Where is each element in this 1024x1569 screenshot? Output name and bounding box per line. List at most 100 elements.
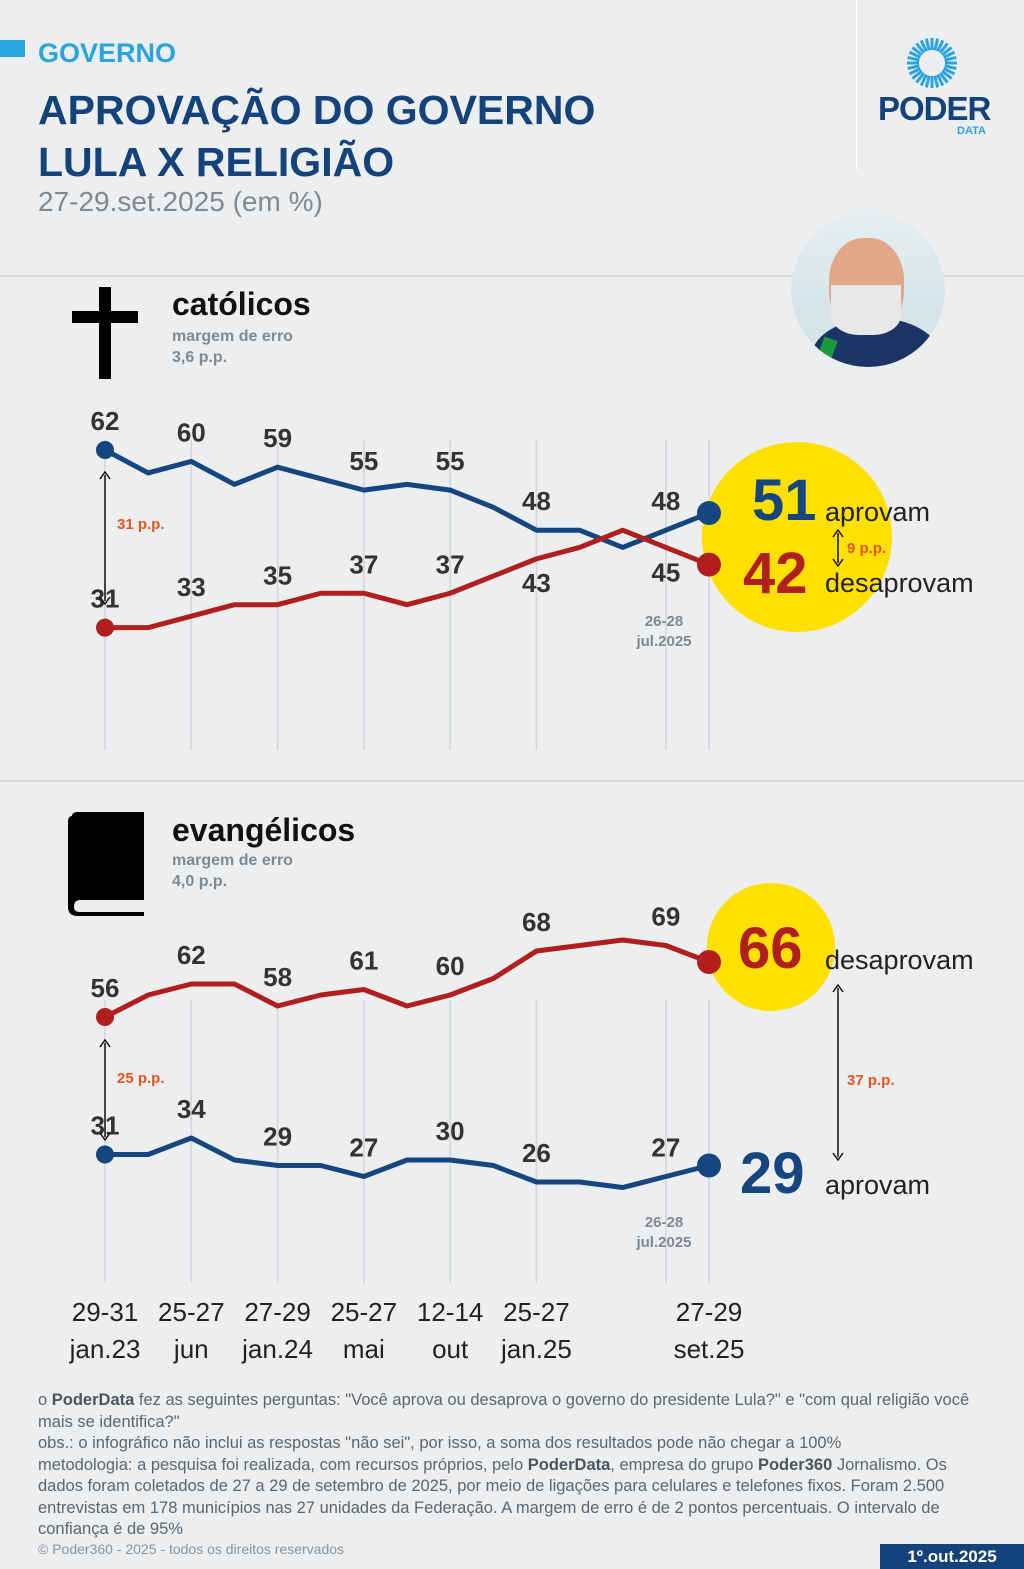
data-label: 59 bbox=[263, 423, 292, 453]
text: metodologia: a pesquisa foi realizada, c… bbox=[38, 1455, 528, 1474]
logo-ray bbox=[936, 39, 945, 52]
logo-ray bbox=[943, 50, 956, 59]
x-tick-label: 27-29 jan.24 bbox=[218, 1294, 338, 1368]
logo-ray bbox=[907, 64, 920, 71]
moe-value: 4,0 p.p. bbox=[172, 873, 228, 890]
brand: PoderData bbox=[51, 1391, 135, 1409]
x-tick-line: jun bbox=[173, 1334, 209, 1364]
methodology-note: metodologia: a pesquisa foi realizada, c… bbox=[38, 1455, 988, 1541]
x-tick-label: 25-27 jun bbox=[131, 1294, 251, 1368]
logo-ray bbox=[908, 50, 921, 59]
series-line-desaprovam bbox=[103, 937, 710, 1020]
logo-ray bbox=[924, 38, 931, 51]
data-label: 48 bbox=[522, 486, 551, 516]
data-label: 27 bbox=[651, 1133, 680, 1163]
copyright: © Poder360 - 2025 - todos os direitos re… bbox=[38, 1541, 345, 1557]
data-label: 48 bbox=[651, 486, 680, 516]
x-tick-line: 12-14 bbox=[416, 1297, 484, 1327]
x-tick-line: 29-31 bbox=[71, 1297, 139, 1327]
date-days: 26-28 bbox=[644, 1214, 684, 1231]
section-marker bbox=[0, 40, 25, 57]
logo-ray bbox=[938, 72, 949, 84]
logo-ray bbox=[911, 69, 923, 80]
questions-note: o PoderData fez as seguintes perguntas: … bbox=[38, 1390, 988, 1433]
x-tick-line: set.25 bbox=[673, 1334, 745, 1364]
previous-survey-date: 26-28 jul.2025 bbox=[614, 612, 714, 652]
highlight-circle bbox=[702, 442, 892, 632]
disapprove-label: desaprovam bbox=[825, 945, 974, 975]
x-tick-line: 27-29 bbox=[675, 1297, 743, 1327]
logo-text: PODER bbox=[878, 90, 991, 127]
moe-value: 3,6 p.p. bbox=[172, 349, 228, 366]
previous-survey-date: 26-28 jul.2025 bbox=[614, 1213, 714, 1253]
logo-ray bbox=[933, 38, 940, 51]
logo-ray bbox=[919, 39, 928, 52]
gap-end-label: 37 p.p. bbox=[847, 1072, 895, 1089]
data-label: 55 bbox=[436, 446, 465, 476]
logo-ray bbox=[944, 64, 957, 71]
publication-date: 1º.out.2025 bbox=[880, 1544, 1024, 1569]
data-label: 33 bbox=[177, 572, 206, 602]
x-tick-line: jan.23 bbox=[69, 1334, 141, 1364]
x-tick-line: out bbox=[432, 1334, 469, 1364]
footnote: o PoderData fez as seguintes perguntas: … bbox=[38, 1390, 988, 1541]
poderdata-logo-icon bbox=[907, 38, 957, 88]
x-tick-label: 29-31 jan.23 bbox=[45, 1294, 165, 1368]
text: o bbox=[38, 1391, 52, 1409]
end-point bbox=[697, 950, 721, 974]
disapprove-label: desaprovam bbox=[825, 568, 974, 598]
final-disapprove-value: 42 bbox=[743, 541, 808, 606]
obs-note: obs.: o infográfico não inclui as respos… bbox=[38, 1434, 842, 1452]
data-label: 60 bbox=[436, 951, 465, 981]
logo-ray bbox=[919, 74, 928, 87]
section-title-evangelicals: evangélicos bbox=[172, 812, 356, 848]
logo-ray bbox=[907, 55, 920, 62]
end-point bbox=[697, 1153, 721, 1178]
data-label: 69 bbox=[651, 902, 680, 932]
series-line-desaprovam bbox=[105, 527, 710, 631]
gap-start-label: 25 p.p. bbox=[117, 1070, 165, 1087]
book-icon bbox=[68, 812, 144, 916]
data-label: 26 bbox=[522, 1138, 551, 1168]
final-approve-value: 51 bbox=[752, 468, 817, 533]
approve-label: aprovam bbox=[825, 497, 931, 527]
start-point bbox=[96, 618, 114, 637]
x-tick-line: 25-27 bbox=[158, 1297, 225, 1327]
x-tick-label: 27-29 set.25 bbox=[649, 1294, 769, 1368]
data-label: 30 bbox=[436, 1116, 465, 1146]
x-tick-line: jan.24 bbox=[242, 1334, 313, 1364]
data-label: 43 bbox=[522, 568, 551, 598]
data-label: 60 bbox=[177, 417, 206, 447]
data-label: 55 bbox=[349, 446, 378, 476]
data-label: 62 bbox=[91, 406, 120, 436]
logo-ray bbox=[938, 42, 949, 54]
section-title-catholics: católicos bbox=[172, 286, 311, 322]
logo-ray bbox=[908, 67, 921, 76]
brand: PoderData bbox=[527, 1455, 611, 1474]
end-point bbox=[697, 501, 721, 526]
logo-ray bbox=[911, 46, 923, 57]
arrow-head-icon bbox=[99, 470, 111, 606]
data-label: 29 bbox=[263, 1122, 292, 1152]
data-label: 56 bbox=[91, 973, 120, 1003]
start-point bbox=[96, 441, 114, 459]
data-label: 68 bbox=[522, 907, 551, 937]
moe-label: margem de erro bbox=[172, 328, 293, 345]
divider bbox=[0, 780, 1024, 782]
margin-of-error: margem de erro 3,6 p.p. bbox=[172, 326, 293, 368]
date-days: 26-28 bbox=[644, 613, 684, 630]
title-line-1: APROVAÇÃO DO GOVERNO bbox=[38, 87, 596, 133]
series-line-aprovam bbox=[105, 1135, 710, 1190]
divider bbox=[856, 0, 857, 170]
text: Jornalismo. Os dados foram coletados de … bbox=[38, 1455, 947, 1539]
x-tick-label: 12-14 out bbox=[390, 1294, 510, 1368]
approve-label: aprovam bbox=[825, 1170, 931, 1200]
final-approve-value: 29 bbox=[740, 1141, 805, 1206]
logo-ray bbox=[943, 67, 956, 76]
logo-ray bbox=[944, 55, 957, 62]
brand: Poder360 bbox=[757, 1455, 833, 1474]
title-line-2: LULA X RELIGIÃO bbox=[38, 139, 395, 185]
gap-end-label: 9 p.p. bbox=[847, 540, 887, 557]
logo-ray bbox=[915, 42, 926, 54]
arrow-head-icon bbox=[832, 983, 844, 1162]
